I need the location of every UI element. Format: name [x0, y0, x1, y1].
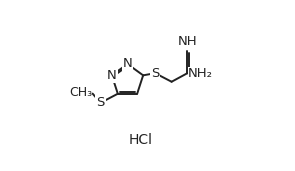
Text: N: N — [107, 69, 117, 82]
Text: N: N — [123, 57, 132, 70]
Text: S: S — [151, 67, 159, 80]
Text: HCl: HCl — [129, 133, 153, 147]
Text: NH₂: NH₂ — [188, 67, 213, 80]
Text: CH₃: CH₃ — [69, 86, 92, 100]
Text: NH: NH — [178, 35, 197, 48]
Text: S: S — [96, 96, 105, 109]
